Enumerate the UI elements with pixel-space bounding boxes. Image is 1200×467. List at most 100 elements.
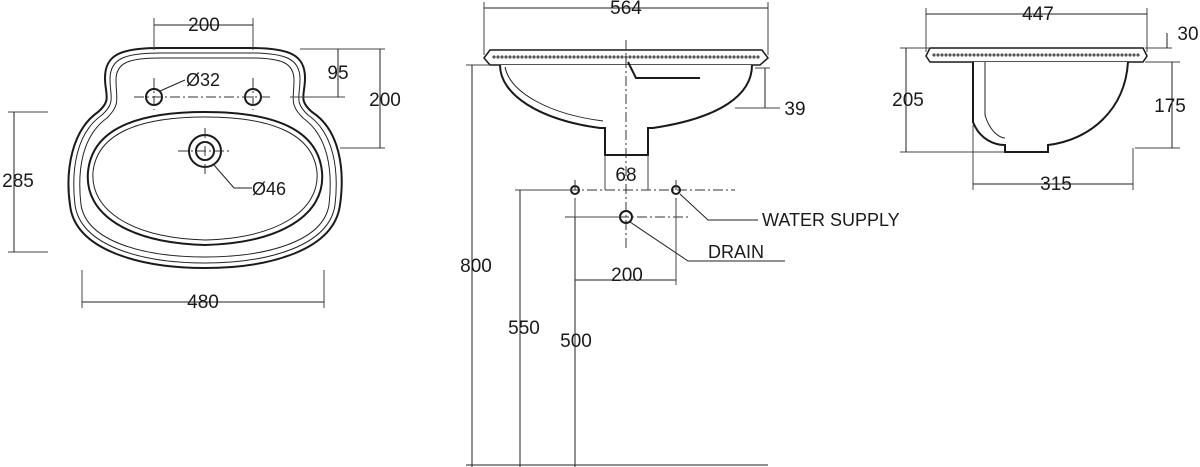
- rim-bead: [948, 53, 952, 57]
- rim-bead: [1060, 53, 1064, 57]
- rim-bead: [712, 55, 716, 59]
- dim-width: 480: [187, 292, 219, 313]
- dim-overall-depth: 200: [369, 90, 401, 111]
- rim-bead: [956, 53, 960, 57]
- rim-bead: [724, 55, 728, 59]
- rim-bead: [940, 53, 944, 57]
- rim-bead: [608, 55, 612, 59]
- rim-bead: [704, 55, 708, 59]
- rim-bead: [1088, 53, 1092, 57]
- rim-bead: [664, 55, 668, 59]
- rim-bead: [960, 53, 964, 57]
- rim-bead: [540, 55, 544, 59]
- rim-bead: [604, 55, 608, 59]
- rim-bead: [660, 55, 664, 59]
- rim-bead: [1052, 53, 1056, 57]
- rim-bead: [696, 55, 700, 59]
- drain-leader: [629, 221, 785, 262]
- rim-bead: [984, 53, 988, 57]
- rim-bead: [1120, 53, 1124, 57]
- dim-overall-height: 205: [892, 90, 924, 111]
- dim-mount-height: 800: [460, 256, 492, 277]
- rim-bead: [968, 53, 972, 57]
- rim-bead: [592, 55, 596, 59]
- dim-bowl-height: 175: [1154, 96, 1186, 117]
- rim-bead: [512, 55, 516, 59]
- leader-tap-hole: [159, 79, 186, 92]
- side-view: 447 30 205 175 315: [892, 4, 1198, 195]
- dim-trap-width: 68: [615, 165, 636, 186]
- rim-bead: [548, 55, 552, 59]
- rim-bead: [1096, 53, 1100, 57]
- rim-bead: [588, 55, 592, 59]
- rim-bead: [596, 55, 600, 59]
- rim-bead: [684, 55, 688, 59]
- rim-bead: [1072, 53, 1076, 57]
- rim-bead: [1012, 53, 1016, 57]
- rim-bead: [1136, 53, 1140, 57]
- rim-bead: [1040, 53, 1044, 57]
- rim-bead: [932, 53, 936, 57]
- rim-bead: [556, 55, 560, 59]
- rim-bead: [648, 55, 652, 59]
- rim-bead: [756, 55, 760, 59]
- rim-bead: [1044, 53, 1048, 57]
- rim-bead: [732, 55, 736, 59]
- rim-bead: [668, 55, 672, 59]
- rim-bead: [688, 55, 692, 59]
- basin-outer-outline-2: [73, 52, 337, 264]
- rim-bead: [692, 55, 696, 59]
- dim-drain-height: 500: [560, 331, 592, 352]
- rim-bead: [536, 55, 540, 59]
- water-supply-label: WATER SUPPLY: [762, 210, 900, 230]
- rim-bead: [944, 53, 948, 57]
- rim-bead: [496, 55, 500, 59]
- rim-bead: [1032, 53, 1036, 57]
- side-rim-bead-pattern: [932, 53, 1140, 57]
- rim-bead: [1076, 53, 1080, 57]
- rim-bead: [744, 55, 748, 59]
- dim-rim-width: 564: [610, 0, 642, 19]
- rim-bead: [620, 55, 624, 59]
- rim-bead: [740, 55, 744, 59]
- rim-bead: [676, 55, 680, 59]
- rim-bead: [568, 55, 572, 59]
- rim-bead: [1008, 53, 1012, 57]
- rim-bead: [736, 55, 740, 59]
- front-bowl-inner: [504, 66, 604, 122]
- rim-bead: [552, 55, 556, 59]
- rim-bead: [1128, 53, 1132, 57]
- rim-bead: [576, 55, 580, 59]
- rim-bead: [632, 55, 636, 59]
- front-view: 564 39 68 WATER SUPPLY DRAIN 200: [460, 0, 900, 467]
- bowl-inner-outline-2: [92, 116, 318, 241]
- rim-bead: [516, 55, 520, 59]
- rim-bead: [616, 55, 620, 59]
- rim-bead: [992, 53, 996, 57]
- dim-back-depth: 95: [327, 63, 348, 84]
- rim-bead: [1084, 53, 1088, 57]
- rim-bead: [628, 55, 632, 59]
- rim-bead: [980, 53, 984, 57]
- rim-bead: [1000, 53, 1004, 57]
- rim-bead: [612, 55, 616, 59]
- rim-bead: [560, 55, 564, 59]
- rim-bead: [996, 53, 1000, 57]
- rim-bead: [1124, 53, 1128, 57]
- rim-bead: [1104, 53, 1108, 57]
- side-bowl: [972, 61, 1129, 153]
- bowl-inner-outline: [86, 110, 324, 247]
- rim-bead: [672, 55, 676, 59]
- rim-bead: [1116, 53, 1120, 57]
- drain-hole-label: Ø46: [252, 179, 286, 199]
- rim-bead: [528, 55, 532, 59]
- rim-bead: [584, 55, 588, 59]
- rim-bead: [1092, 53, 1096, 57]
- rim-bead: [520, 55, 524, 59]
- rim-bead: [580, 55, 584, 59]
- dim-supply-height: 550: [508, 318, 540, 339]
- dim-rim-thickness: 30: [1177, 24, 1198, 45]
- front-rim-bead-pattern: [492, 55, 760, 59]
- dim-bowl-drop: 39: [784, 99, 805, 120]
